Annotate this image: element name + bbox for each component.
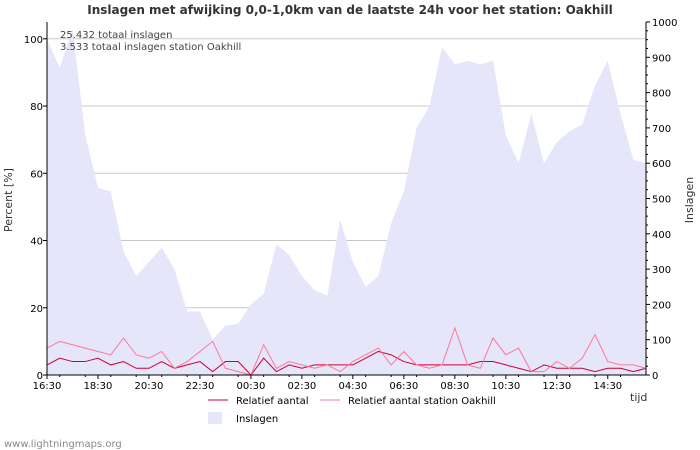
right-tick-label: 400: [652, 230, 671, 241]
line-series: [46, 326, 647, 376]
credit-text: www.lightningmaps.org: [4, 439, 122, 450]
left-tick-label: 20: [30, 304, 43, 315]
right-tick-label: 600: [652, 159, 671, 170]
legend-label-station: Relatief aantal station Oakhill: [348, 396, 496, 407]
right-tick-label: 900: [652, 53, 671, 64]
x-tick-label: 00:30: [237, 381, 266, 392]
left-tick-label: 60: [30, 169, 43, 180]
left-tick-label: 80: [30, 102, 43, 113]
series-inslagen-area: [47, 29, 646, 376]
left-tick-label: 40: [30, 237, 43, 248]
right-tick-label: 800: [652, 89, 671, 100]
x-tick-label: 18:30: [84, 381, 113, 392]
x-tick-label: 22:30: [186, 381, 215, 392]
right-tick-label: 500: [652, 195, 671, 206]
legend-swatch-inslagen: [208, 412, 222, 424]
x-tick-label: 12:30: [542, 381, 571, 392]
x-axis-title: tijd: [630, 391, 647, 404]
left-axis-ticks: 0 20 40 60 80 100: [24, 35, 47, 382]
legend-label-relatief: Relatief aantal: [236, 396, 309, 407]
right-tick-label: 700: [652, 124, 671, 135]
area-series: [47, 29, 646, 376]
chart-title: Inslagen met afwijking 0,0-1,0km van de …: [87, 3, 613, 17]
right-tick-label: 300: [652, 265, 671, 276]
x-tick-label: 04:30: [338, 381, 367, 392]
right-axis-title: Inslagen: [683, 177, 696, 223]
left-axis-title: Percent [%]: [2, 168, 15, 232]
right-tick-label: 1000: [652, 18, 677, 29]
right-tick-label: 100: [652, 336, 671, 347]
series-relatief-line: [46, 350, 647, 376]
right-axis-ticks: 0 100 200 300 400 500 600 700 800 900 1000: [646, 18, 677, 382]
legend: Relatief aantal Relatief aantal station …: [208, 396, 496, 425]
x-tick-label: 02:30: [287, 381, 316, 392]
x-tick-label: 06:30: [389, 381, 418, 392]
left-tick-label: 100: [24, 35, 43, 46]
x-axis-ticks: 16:30 18:30 20:30 22:30 00:30 02:30 04:30 06:30…: [33, 375, 622, 392]
right-tick-label: 200: [652, 300, 671, 311]
right-tick-label: 0: [652, 371, 658, 382]
series-station-line: [46, 326, 647, 376]
x-tick-label: 10:30: [491, 381, 520, 392]
annotation-station: 3.533 totaal inslagen station Oakhill: [60, 42, 241, 53]
x-tick-label: 14:30: [593, 381, 622, 392]
x-tick-label: 16:30: [33, 381, 62, 392]
left-tick-label: 0: [37, 371, 43, 382]
x-tick-label: 20:30: [135, 381, 164, 392]
annotation-total: 25.432 totaal inslagen: [60, 30, 172, 41]
legend-label-inslagen: Inslagen: [236, 414, 278, 425]
x-tick-label: 08:30: [440, 381, 469, 392]
